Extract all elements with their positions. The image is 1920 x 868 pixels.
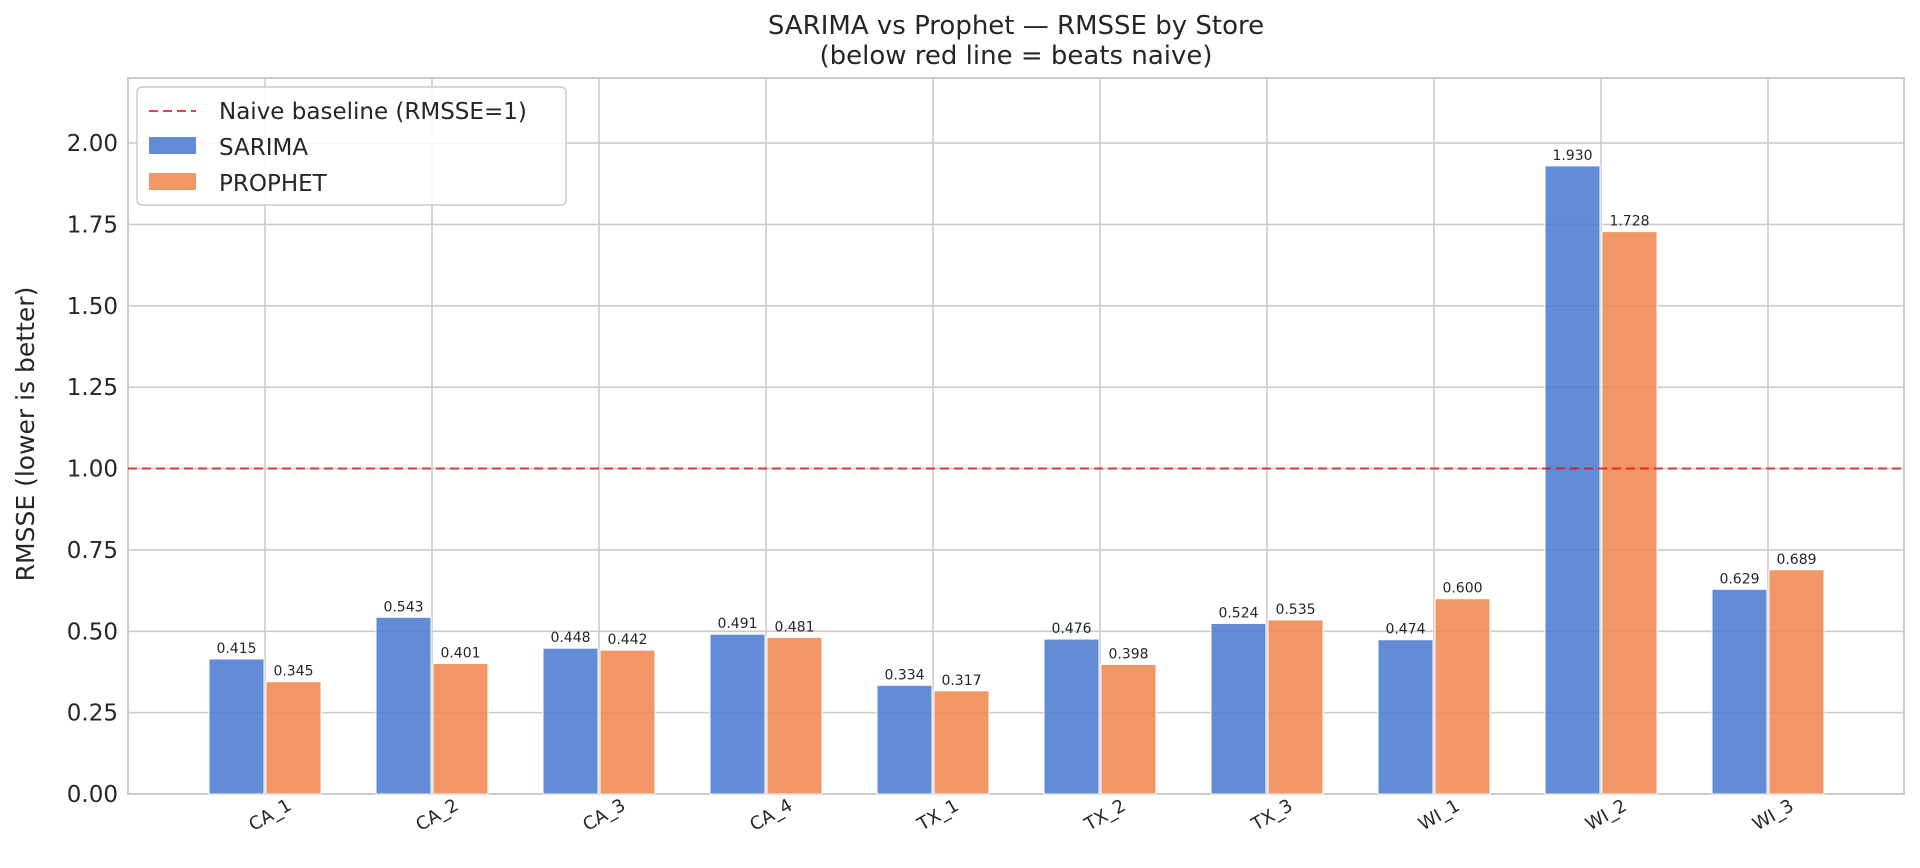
bar-sarima-tx_1 bbox=[876, 684, 933, 795]
bar-prophet-tx_1 bbox=[933, 690, 990, 795]
x-tick-label: TX_3 bbox=[1247, 795, 1296, 836]
bar-sarima-wi_3 bbox=[1711, 588, 1768, 795]
x-tick-label: WI_1 bbox=[1415, 795, 1463, 835]
bar-sarima-ca_3 bbox=[542, 647, 599, 795]
data-label: 0.415 bbox=[216, 641, 256, 657]
x-tick-label: TX_2 bbox=[1080, 795, 1129, 836]
data-label: 0.629 bbox=[1719, 571, 1759, 587]
bar-prophet-wi_3 bbox=[1768, 569, 1825, 795]
data-label: 0.345 bbox=[273, 664, 313, 680]
x-tick-label: CA_4 bbox=[746, 795, 796, 836]
y-tick-label: 1.25 bbox=[67, 375, 118, 401]
bar-sarima-ca_2 bbox=[375, 616, 432, 795]
data-label: 0.535 bbox=[1275, 602, 1315, 618]
data-label: 0.524 bbox=[1218, 605, 1258, 621]
bars: 0.415 0.543 0.448 0.491 0.334 0.476 0.524 0.474… bbox=[208, 148, 1825, 795]
y-tick-label: 1.00 bbox=[67, 457, 118, 483]
data-label: 0.491 bbox=[717, 616, 757, 632]
bar-sarima-ca_4 bbox=[709, 633, 766, 795]
legend-sarima-swatch bbox=[149, 137, 196, 154]
y-axis-ticks: 0.00 0.25 0.50 0.75 1.00 1.25 1.50 1.75 2.00 bbox=[67, 131, 118, 808]
data-label: 0.334 bbox=[884, 667, 924, 683]
y-tick-label: 0.00 bbox=[67, 782, 118, 808]
data-label: 1.930 bbox=[1552, 148, 1592, 164]
bar-sarima-tx_3 bbox=[1210, 622, 1267, 795]
bar-prophet-ca_4 bbox=[766, 636, 823, 795]
legend-sarima-label: SARIMA bbox=[219, 135, 308, 161]
bar-prophet-tx_2 bbox=[1100, 663, 1157, 795]
data-label: 0.689 bbox=[1776, 552, 1816, 568]
y-axis-label: RMSSE (lower is better) bbox=[11, 287, 40, 582]
data-label: 0.481 bbox=[774, 619, 814, 635]
x-tick-label: TX_1 bbox=[913, 795, 962, 836]
x-tick-label: WI_2 bbox=[1582, 795, 1630, 835]
y-tick-label: 0.25 bbox=[67, 701, 118, 727]
x-axis-ticks: CA_1 CA_2 CA_3 CA_4 TX_1 TX_2 TX_3 WI_1 WI_2 WI_3 bbox=[245, 795, 1797, 836]
y-tick-label: 1.75 bbox=[67, 212, 118, 238]
bar-sarima-ca_1 bbox=[208, 658, 265, 795]
bar-prophet-wi_1 bbox=[1434, 598, 1491, 795]
bar-sarima-wi_1 bbox=[1377, 639, 1434, 795]
legend-prophet-swatch bbox=[149, 173, 196, 190]
data-label: 0.317 bbox=[941, 673, 981, 689]
y-tick-label: 2.00 bbox=[67, 131, 118, 157]
data-label: 0.401 bbox=[440, 645, 480, 661]
data-label: 0.448 bbox=[550, 630, 590, 646]
x-tick-label: CA_1 bbox=[245, 795, 295, 836]
bar-prophet-ca_2 bbox=[432, 662, 489, 795]
data-label: 0.600 bbox=[1442, 581, 1482, 597]
bar-sarima-wi_2 bbox=[1544, 165, 1601, 795]
data-label: 0.476 bbox=[1051, 621, 1091, 637]
legend-baseline-label: Naive baseline (RMSSE=1) bbox=[219, 99, 527, 125]
y-tick-label: 1.50 bbox=[67, 294, 118, 320]
data-label: 0.543 bbox=[383, 599, 423, 615]
bar-prophet-ca_3 bbox=[599, 649, 656, 795]
legend-box bbox=[136, 86, 567, 206]
data-label: 0.474 bbox=[1385, 622, 1425, 638]
data-label: 0.398 bbox=[1108, 646, 1148, 662]
bar-prophet-wi_2 bbox=[1601, 231, 1658, 795]
x-tick-label: CA_3 bbox=[579, 795, 629, 836]
x-tick-label: WI_3 bbox=[1749, 795, 1797, 835]
chart-title: SARIMA vs Prophet — RMSSE by Store bbox=[768, 11, 1264, 41]
bar-prophet-ca_1 bbox=[265, 681, 322, 795]
data-label: 1.728 bbox=[1609, 214, 1649, 230]
legend-prophet-label: PROPHET bbox=[219, 171, 328, 197]
y-tick-label: 0.75 bbox=[67, 538, 118, 564]
bar-prophet-tx_3 bbox=[1267, 619, 1324, 795]
bar-sarima-tx_2 bbox=[1043, 638, 1100, 795]
legend: Naive baseline (RMSSE=1) SARIMA PROPHET bbox=[136, 86, 567, 206]
chart-subtitle: (below red line = beats naive) bbox=[819, 41, 1212, 71]
y-tick-label: 0.50 bbox=[67, 619, 118, 645]
data-label: 0.442 bbox=[607, 632, 647, 648]
x-tick-label: CA_2 bbox=[412, 795, 462, 836]
